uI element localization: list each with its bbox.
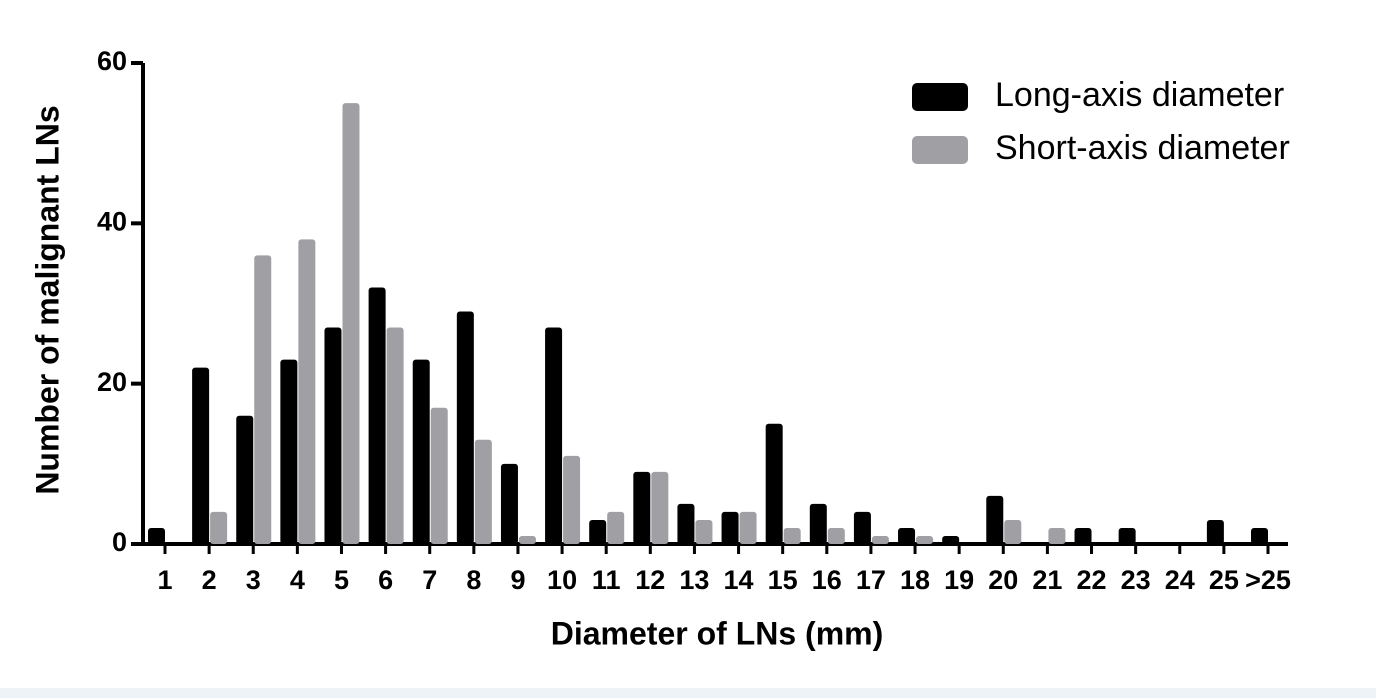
bottom-strip	[0, 688, 1376, 698]
y-tick-label: 40	[97, 206, 127, 236]
y-tick-label: 60	[97, 46, 127, 76]
bar	[254, 255, 272, 544]
bar	[518, 535, 536, 544]
x-tick-label: 21	[1032, 565, 1062, 595]
legend-label: Short-axis diameter	[995, 129, 1290, 167]
bar	[1004, 519, 1022, 544]
bar	[456, 311, 474, 544]
bar	[651, 471, 669, 544]
x-tick-label: 1	[157, 565, 172, 595]
bar	[607, 511, 625, 544]
x-tick-label: 2	[202, 565, 217, 595]
x-tick-label: 5	[334, 565, 349, 595]
x-tick-label: 12	[635, 565, 665, 595]
bar	[148, 527, 165, 544]
bar	[589, 519, 607, 544]
bar	[721, 511, 739, 544]
bar	[298, 239, 316, 544]
x-tick-label: 14	[724, 565, 754, 595]
bar	[633, 471, 651, 544]
bar	[386, 327, 404, 544]
x-tick-label: 25	[1209, 565, 1239, 595]
bar	[1048, 527, 1066, 544]
bar	[695, 519, 713, 544]
x-tick-label: 16	[812, 565, 842, 595]
bar	[1206, 519, 1224, 544]
x-tick-label: 7	[422, 565, 437, 595]
bar	[545, 327, 563, 544]
x-tick-label: 23	[1121, 565, 1151, 595]
x-tick-label: 13	[679, 565, 709, 595]
bar	[280, 359, 298, 544]
x-tick-label: >25	[1245, 565, 1291, 595]
legend-swatch	[912, 83, 968, 111]
y-tick-label: 20	[97, 367, 127, 397]
bar	[1251, 527, 1268, 544]
bar	[871, 535, 889, 544]
x-tick-label: 24	[1165, 565, 1195, 595]
y-tick-label: 0	[112, 527, 127, 557]
bar	[853, 511, 871, 544]
bar	[1074, 527, 1092, 544]
bar	[342, 103, 360, 544]
x-tick-label: 19	[944, 565, 974, 595]
x-tick-label: 22	[1076, 565, 1106, 595]
bar	[765, 423, 783, 544]
x-tick-label: 6	[378, 565, 393, 595]
x-tick-label: 4	[290, 565, 305, 595]
bar	[827, 527, 845, 544]
bar	[563, 455, 581, 544]
bar	[368, 287, 386, 544]
bar	[898, 527, 916, 544]
bar	[783, 527, 801, 544]
x-tick-label: 15	[768, 565, 798, 595]
legend-swatch	[912, 136, 968, 164]
bar	[236, 415, 254, 544]
bar	[430, 407, 448, 544]
bar	[916, 535, 934, 544]
x-tick-label: 17	[856, 565, 886, 595]
bar	[809, 503, 827, 544]
x-tick-label: 8	[466, 565, 481, 595]
legend-label: Long-axis diameter	[995, 76, 1284, 114]
bar	[210, 511, 228, 544]
bar	[1118, 527, 1136, 544]
bar	[739, 511, 757, 544]
bar	[986, 495, 1004, 544]
bar	[942, 535, 960, 544]
x-axis-title: Diameter of LNs (mm)	[551, 615, 884, 651]
bar	[677, 503, 695, 544]
bar	[192, 367, 210, 544]
y-axis-title: Number of malignant LNs	[29, 105, 65, 494]
x-tick-label: 9	[510, 565, 525, 595]
x-tick-label: 10	[547, 565, 577, 595]
bar	[500, 463, 518, 544]
bar	[324, 327, 342, 544]
bar	[474, 439, 492, 544]
x-tick-label: 3	[246, 565, 261, 595]
x-tick-label: 20	[988, 565, 1018, 595]
x-tick-label: 18	[900, 565, 930, 595]
bar	[412, 359, 430, 544]
x-tick-label: 11	[592, 565, 621, 595]
